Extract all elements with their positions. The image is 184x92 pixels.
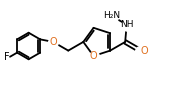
Text: NH: NH: [120, 20, 133, 29]
Text: O: O: [141, 46, 148, 56]
Text: H₂N: H₂N: [103, 11, 120, 20]
Text: O: O: [90, 51, 97, 61]
Text: O: O: [49, 37, 57, 47]
Text: F: F: [4, 52, 10, 62]
